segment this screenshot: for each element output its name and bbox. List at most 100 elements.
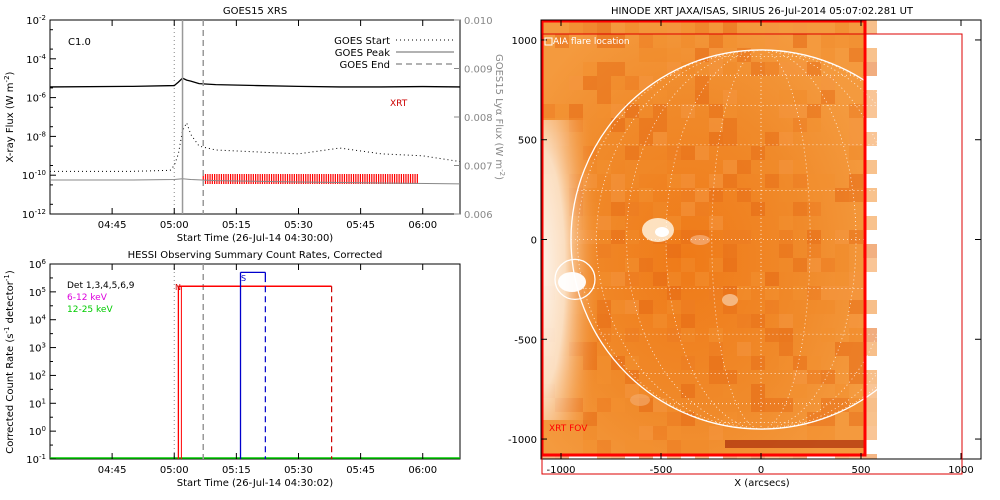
xrt-texture-tile: [667, 286, 681, 300]
xrt-texture-tile: [597, 34, 611, 48]
xrt-texture-tile: [737, 230, 751, 244]
active-region-center-core: [655, 227, 669, 237]
xrt-texture-tile: [569, 76, 583, 90]
xrt-texture-tile: [625, 384, 639, 398]
xrt-texture-tile: [597, 62, 611, 76]
xrt-texture-tile: [723, 174, 737, 188]
xrt-texture-tile: [793, 384, 807, 398]
xrt-texture-tile: [793, 202, 807, 216]
goes-title: GOES15 XRS: [223, 6, 287, 17]
xrt-texture-tile: [779, 314, 793, 328]
xrt-texture-tile: [555, 104, 569, 118]
xrt-x-tick-label: -500: [650, 465, 673, 476]
xrt-texture-tile: [793, 174, 807, 188]
xrt-texture-tile: [611, 174, 625, 188]
xrt-texture-tile: [709, 174, 723, 188]
xrt-x-tick-label: 0: [758, 465, 764, 476]
goes-grey-curve: [50, 178, 460, 185]
xrt-texture-tile: [751, 384, 765, 398]
goes-xrt-label: XRT: [390, 99, 408, 109]
xrt-texture-tile: [681, 440, 695, 454]
xrt-texture-tile: [625, 370, 639, 384]
xrt-texture-tile: [849, 34, 863, 48]
goes-x-tick-label: 06:00: [408, 220, 437, 231]
hessi-y-tick-label: 104: [29, 314, 47, 327]
hessi-x-tick-label: 05:15: [222, 465, 251, 476]
xrt-texture-tile: [737, 188, 751, 202]
xrt-texture-tile: [737, 342, 751, 356]
goes-y-tick-label: 10-12: [22, 208, 46, 221]
xrt-texture-tile: [625, 272, 639, 286]
xrt-texture-tile: [709, 34, 723, 48]
legend-goes-peak-label: GOES Peak: [335, 48, 390, 59]
xrt-texture-tile: [723, 160, 737, 174]
xrt-texture-tile: [807, 104, 821, 118]
xrt-texture-tile: [625, 328, 639, 342]
xrt-texture-tile: [681, 188, 695, 202]
xrt-texture-tile: [849, 104, 863, 118]
hessi-plot-frame: [49, 263, 461, 460]
xrt-texture-tile: [821, 398, 835, 412]
xrt-title: HINODE XRT JAXA/ISAS, SIRIUS 26-Jul-2014…: [611, 6, 914, 17]
xrt-texture-tile: [653, 202, 667, 216]
xrt-texture-tile: [849, 412, 863, 426]
xrt-texture-tile: [821, 48, 835, 62]
xrt-texture-tile: [779, 398, 793, 412]
xrt-texture-tile: [849, 188, 863, 202]
xrt-texture-tile: [835, 230, 849, 244]
xrt-texture-tile: [751, 160, 765, 174]
xrt-texture-tile: [793, 286, 807, 300]
xrt-texture-tile: [793, 104, 807, 118]
hessi-y-tick-label: 106: [29, 258, 47, 271]
active-region-flare: [558, 272, 586, 292]
xrt-x-tick-label: 1000: [948, 465, 973, 476]
hessi-y-tick-label: 103: [29, 342, 46, 355]
goes-y2label: GOES15 Lyα Flux (W m-2): [493, 54, 506, 180]
xrt-texture-tile: [849, 328, 863, 342]
xrt-texture-tile: [653, 314, 667, 328]
xrt-texture-tile: [807, 118, 821, 132]
xrt-texture-tile: [807, 370, 821, 384]
xrt-texture-tile: [709, 426, 723, 440]
xrt-texture-tile: [835, 286, 849, 300]
xrt-axes: -1000 -500 0 500 1000 1000 500 0 -500 -1000: [508, 20, 981, 476]
xrt-texture-tile: [639, 132, 653, 146]
hessi-title: HESSI Observing Summary Count Rates, Cor…: [128, 250, 383, 261]
xrt-texture-tile: [765, 300, 779, 314]
xrt-texture-tile: [737, 398, 751, 412]
xrt-texture-tile: [653, 132, 667, 146]
hessi-y-tick-label: 101: [29, 397, 46, 410]
hessi-marks: [50, 264, 460, 459]
xrt-y-tick-label: 0: [531, 236, 537, 247]
xrt-texture-tile: [653, 90, 667, 104]
xrt-texture-tile: [597, 104, 611, 118]
xrt-texture-tile: [779, 244, 793, 258]
goes-y-tick-label: 10-6: [26, 92, 46, 105]
xrt-texture-tile: [849, 174, 863, 188]
xrt-texture-tile: [695, 90, 709, 104]
xrt-texture-tile: [807, 202, 821, 216]
xrt-texture-tile: [667, 272, 681, 286]
xrt-texture-tile: [723, 90, 737, 104]
xrt-texture-tile: [667, 146, 681, 160]
xrt-texture-tile: [723, 258, 737, 272]
goes-xlabel: Start Time (26-Jul-14 04:30:00): [177, 233, 334, 244]
xrt-texture-tile: [807, 62, 821, 76]
xrt-texture-tile: [765, 398, 779, 412]
xrt-texture-tile: [681, 258, 695, 272]
xrt-texture-tile: [723, 20, 737, 34]
aia-flare-location-circle: [554, 258, 596, 301]
legend-goes-start-label: GOES Start: [334, 36, 390, 47]
goes-plot-frame: [49, 19, 461, 215]
xrt-texture-tile: [695, 146, 709, 160]
xrt-texture-tile: [849, 118, 863, 132]
active-region-small-2: [690, 235, 710, 245]
xrt-texture-tile: [667, 328, 681, 342]
xrt-texture-tile: [667, 174, 681, 188]
goes-axes: 04:45 05:00 05:15 05:30 05:45 06:00 10-2 10-4 10…: [22, 14, 493, 231]
xrt-texture-tile: [653, 272, 667, 286]
xrt-texture-tile: [737, 286, 751, 300]
xrt-texture-tile: [723, 244, 737, 258]
xrt-texture-tile: [555, 34, 569, 48]
xrt-texture-tile: [625, 20, 639, 34]
